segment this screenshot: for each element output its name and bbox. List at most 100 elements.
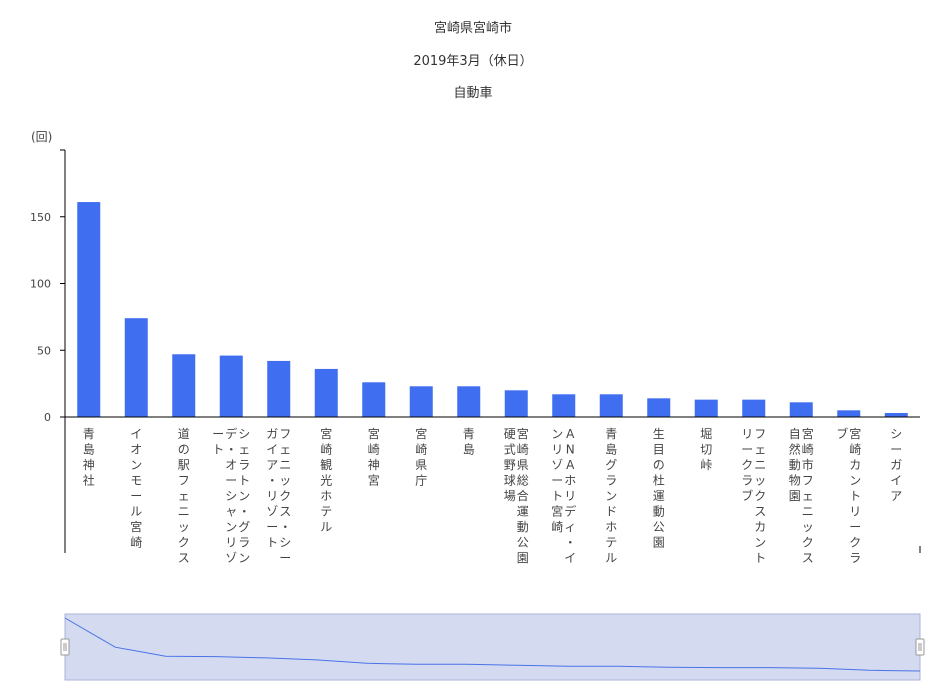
x-category-char: A [566, 458, 575, 472]
bar[interactable] [884, 412, 908, 417]
bar[interactable] [267, 360, 291, 417]
x-category-char: 杜 [653, 473, 665, 488]
x-category-char: ン [551, 427, 563, 441]
x-category-char: 崎 [849, 443, 861, 457]
x-category-char: ー [225, 474, 237, 488]
y-tick-label: 150 [30, 211, 51, 224]
x-category-char: ガ [890, 458, 902, 472]
x-category-char: ル [320, 520, 332, 534]
x-category-char: 運 [517, 505, 529, 519]
bar[interactable] [172, 354, 196, 417]
chart-mode-label: 自動車 [453, 86, 493, 101]
bar[interactable] [504, 390, 528, 417]
grip-icon[interactable] [915, 638, 925, 656]
slider-selected-range[interactable] [64, 613, 921, 681]
bar[interactable] [409, 386, 433, 417]
x-category-char: 駅 [178, 458, 190, 472]
x-category-char: カ [849, 458, 861, 472]
x-category-char: リ [225, 536, 237, 550]
x-category-char: デ [564, 504, 576, 519]
x-category-char: ド [605, 505, 617, 519]
bar[interactable] [837, 410, 861, 417]
bar[interactable] [647, 398, 671, 417]
x-category-char: 公 [517, 536, 529, 550]
x-category-char: ェ [754, 443, 766, 457]
slider-right-handle[interactable] [915, 638, 925, 656]
x-category-char: イ [130, 427, 142, 441]
x-category-char: ス [754, 505, 766, 519]
x-category-char: ー [741, 443, 753, 457]
bar[interactable] [552, 394, 576, 417]
x-category-char: ー [849, 520, 861, 534]
x-category-char: ・ [238, 505, 250, 519]
bar[interactable] [457, 386, 481, 417]
bar[interactable] [77, 202, 101, 417]
x-category-char: 崎 [415, 443, 427, 457]
x-category-char: フ [178, 474, 190, 488]
x-category-char: ー [890, 443, 902, 457]
x-axis [65, 416, 921, 553]
bar[interactable] [599, 394, 623, 417]
x-category-char: 宮 [368, 473, 380, 488]
x-category-char: 園 [517, 551, 529, 565]
bar[interactable] [362, 382, 386, 417]
x-category-char: デ [225, 426, 237, 441]
x-category-char: オ [130, 443, 142, 457]
x-category-char: オ [225, 458, 237, 472]
bar[interactable] [742, 399, 766, 417]
x-category-char: 公 [653, 520, 665, 534]
x-category-char: ッ [802, 520, 814, 534]
x-category-char: 園 [789, 489, 801, 503]
slider-left-handle[interactable] [60, 638, 70, 656]
x-category-char: 崎 [368, 443, 380, 457]
chart-title: 宮崎県宮崎市 [433, 21, 512, 36]
x-category-char: ラ [849, 551, 861, 565]
x-category-char: ェ [802, 489, 814, 503]
x-category-char: ホ [564, 474, 576, 488]
y-tick-label: 0 [44, 411, 51, 424]
bar[interactable] [789, 402, 813, 417]
x-category-char: ン [130, 458, 142, 472]
x-category-char: 島 [83, 442, 95, 457]
x-category-char: 球 [504, 474, 516, 488]
x-category-char: 自 [789, 427, 801, 441]
x-category-char: 場 [504, 489, 516, 503]
bar[interactable] [694, 399, 718, 417]
x-category-char: ス [279, 505, 291, 519]
x-category-char: ル [605, 551, 617, 565]
x-category-char: ン [849, 474, 861, 488]
y-axis: 0 50 100 150 [30, 149, 66, 553]
y-axis-unit-label: (回) [31, 130, 53, 144]
bar[interactable] [314, 368, 338, 417]
x-category-char: 総 [517, 474, 529, 488]
x-category-char: モ [130, 474, 142, 488]
x-category-char: 青 [83, 427, 95, 441]
x-category-char: ャ [225, 505, 237, 519]
x-category-char: 峠 [700, 457, 712, 472]
x-axis-labels: 青島神社イオンモール宮崎道の駅フェニックスシェラトン・グランデ・オーシャンリゾー… [83, 426, 903, 565]
grip-icon[interactable] [60, 638, 70, 656]
x-category-char: 野 [504, 458, 516, 472]
x-category-char: 宮 [415, 426, 427, 441]
data-zoom-slider[interactable] [60, 613, 925, 681]
bar[interactable] [124, 318, 148, 417]
x-category-char: テ [320, 505, 332, 519]
x-category-char: ニ [754, 458, 766, 472]
x-category-char: ト [238, 474, 250, 488]
x-category-char: シ [225, 489, 237, 503]
x-category-char: グ [238, 520, 250, 534]
bar[interactable] [219, 355, 243, 417]
x-category-label: 堀切峠 [700, 426, 712, 472]
x-category-char: ェ [178, 489, 190, 503]
x-category-char: 道 [178, 427, 190, 441]
x-category-char: ス [178, 551, 190, 565]
x-category-char: 宮 [517, 426, 529, 441]
x-category-char: ス [802, 551, 814, 565]
x-category-char: ト [849, 489, 861, 503]
